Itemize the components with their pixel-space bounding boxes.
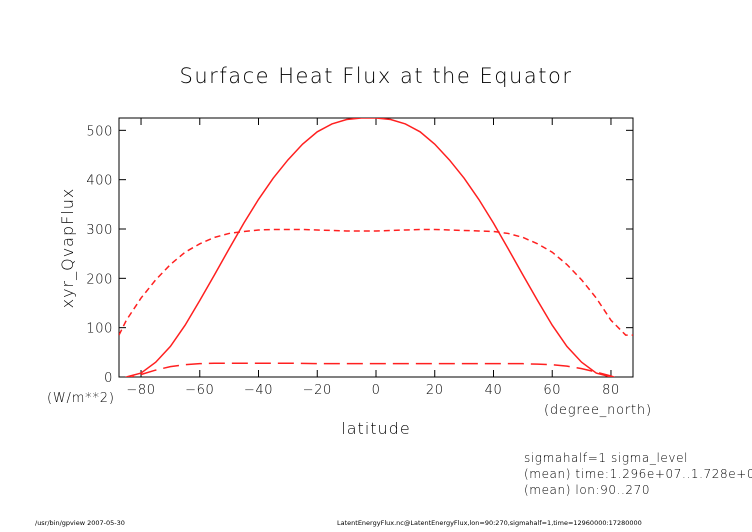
y-axis-units: (W/m**2) [47,391,115,406]
y-tick-label: 0 [104,371,113,386]
annotation-line-3: (mean) lon:90..270 [524,483,650,497]
series-line-long-dash [128,362,617,377]
y-tick-label: 100 [86,322,113,337]
x-tick-label: 20 [426,383,444,398]
x-tick-label: −80 [126,383,155,398]
x-axis-units: (degree_north) [544,403,652,418]
footer-right: LatentEnergyFlux.nc@LatentEnergyFlux,lon… [337,519,642,527]
chart-title: Surface Heat Flux at the Equator [180,64,573,88]
y-axis-label: xyr_QvapFlux [58,188,77,309]
x-tick-label: −20 [303,383,332,398]
x-tick-label: 0 [372,383,381,398]
annotation-line-1: sigmahalf=1 sigma_level [524,451,688,465]
x-tick-label: 40 [485,383,503,398]
y-tick-label: 400 [86,174,113,189]
footer-left: /usr/bin/gpview 2007-05-30 [35,519,125,527]
y-tick-label: 500 [86,124,113,139]
plot-frame [118,117,634,378]
y-axis-ticks: 0 100 200 300 400 500 [86,124,633,386]
x-axis-ticks: −80 −60 −40 −20 0 20 40 60 80 [126,118,619,398]
x-tick-label: −60 [185,383,214,398]
plot-area: −80 −60 −40 −20 0 20 40 60 80 0 100 200 300 400 500 [86,117,634,398]
annotation-line-2: (mean) time:1.296e+07..1.728e+07 [524,467,752,481]
y-tick-label: 200 [86,272,113,287]
series-line-solid [125,118,613,377]
series-layer [119,118,633,377]
x-axis-label: latitude [341,419,410,438]
x-tick-label: 60 [543,383,561,398]
y-tick-label: 300 [86,223,113,238]
series-line-dashed [119,228,633,336]
x-tick-label: 80 [602,383,620,398]
x-tick-label: −40 [244,383,273,398]
